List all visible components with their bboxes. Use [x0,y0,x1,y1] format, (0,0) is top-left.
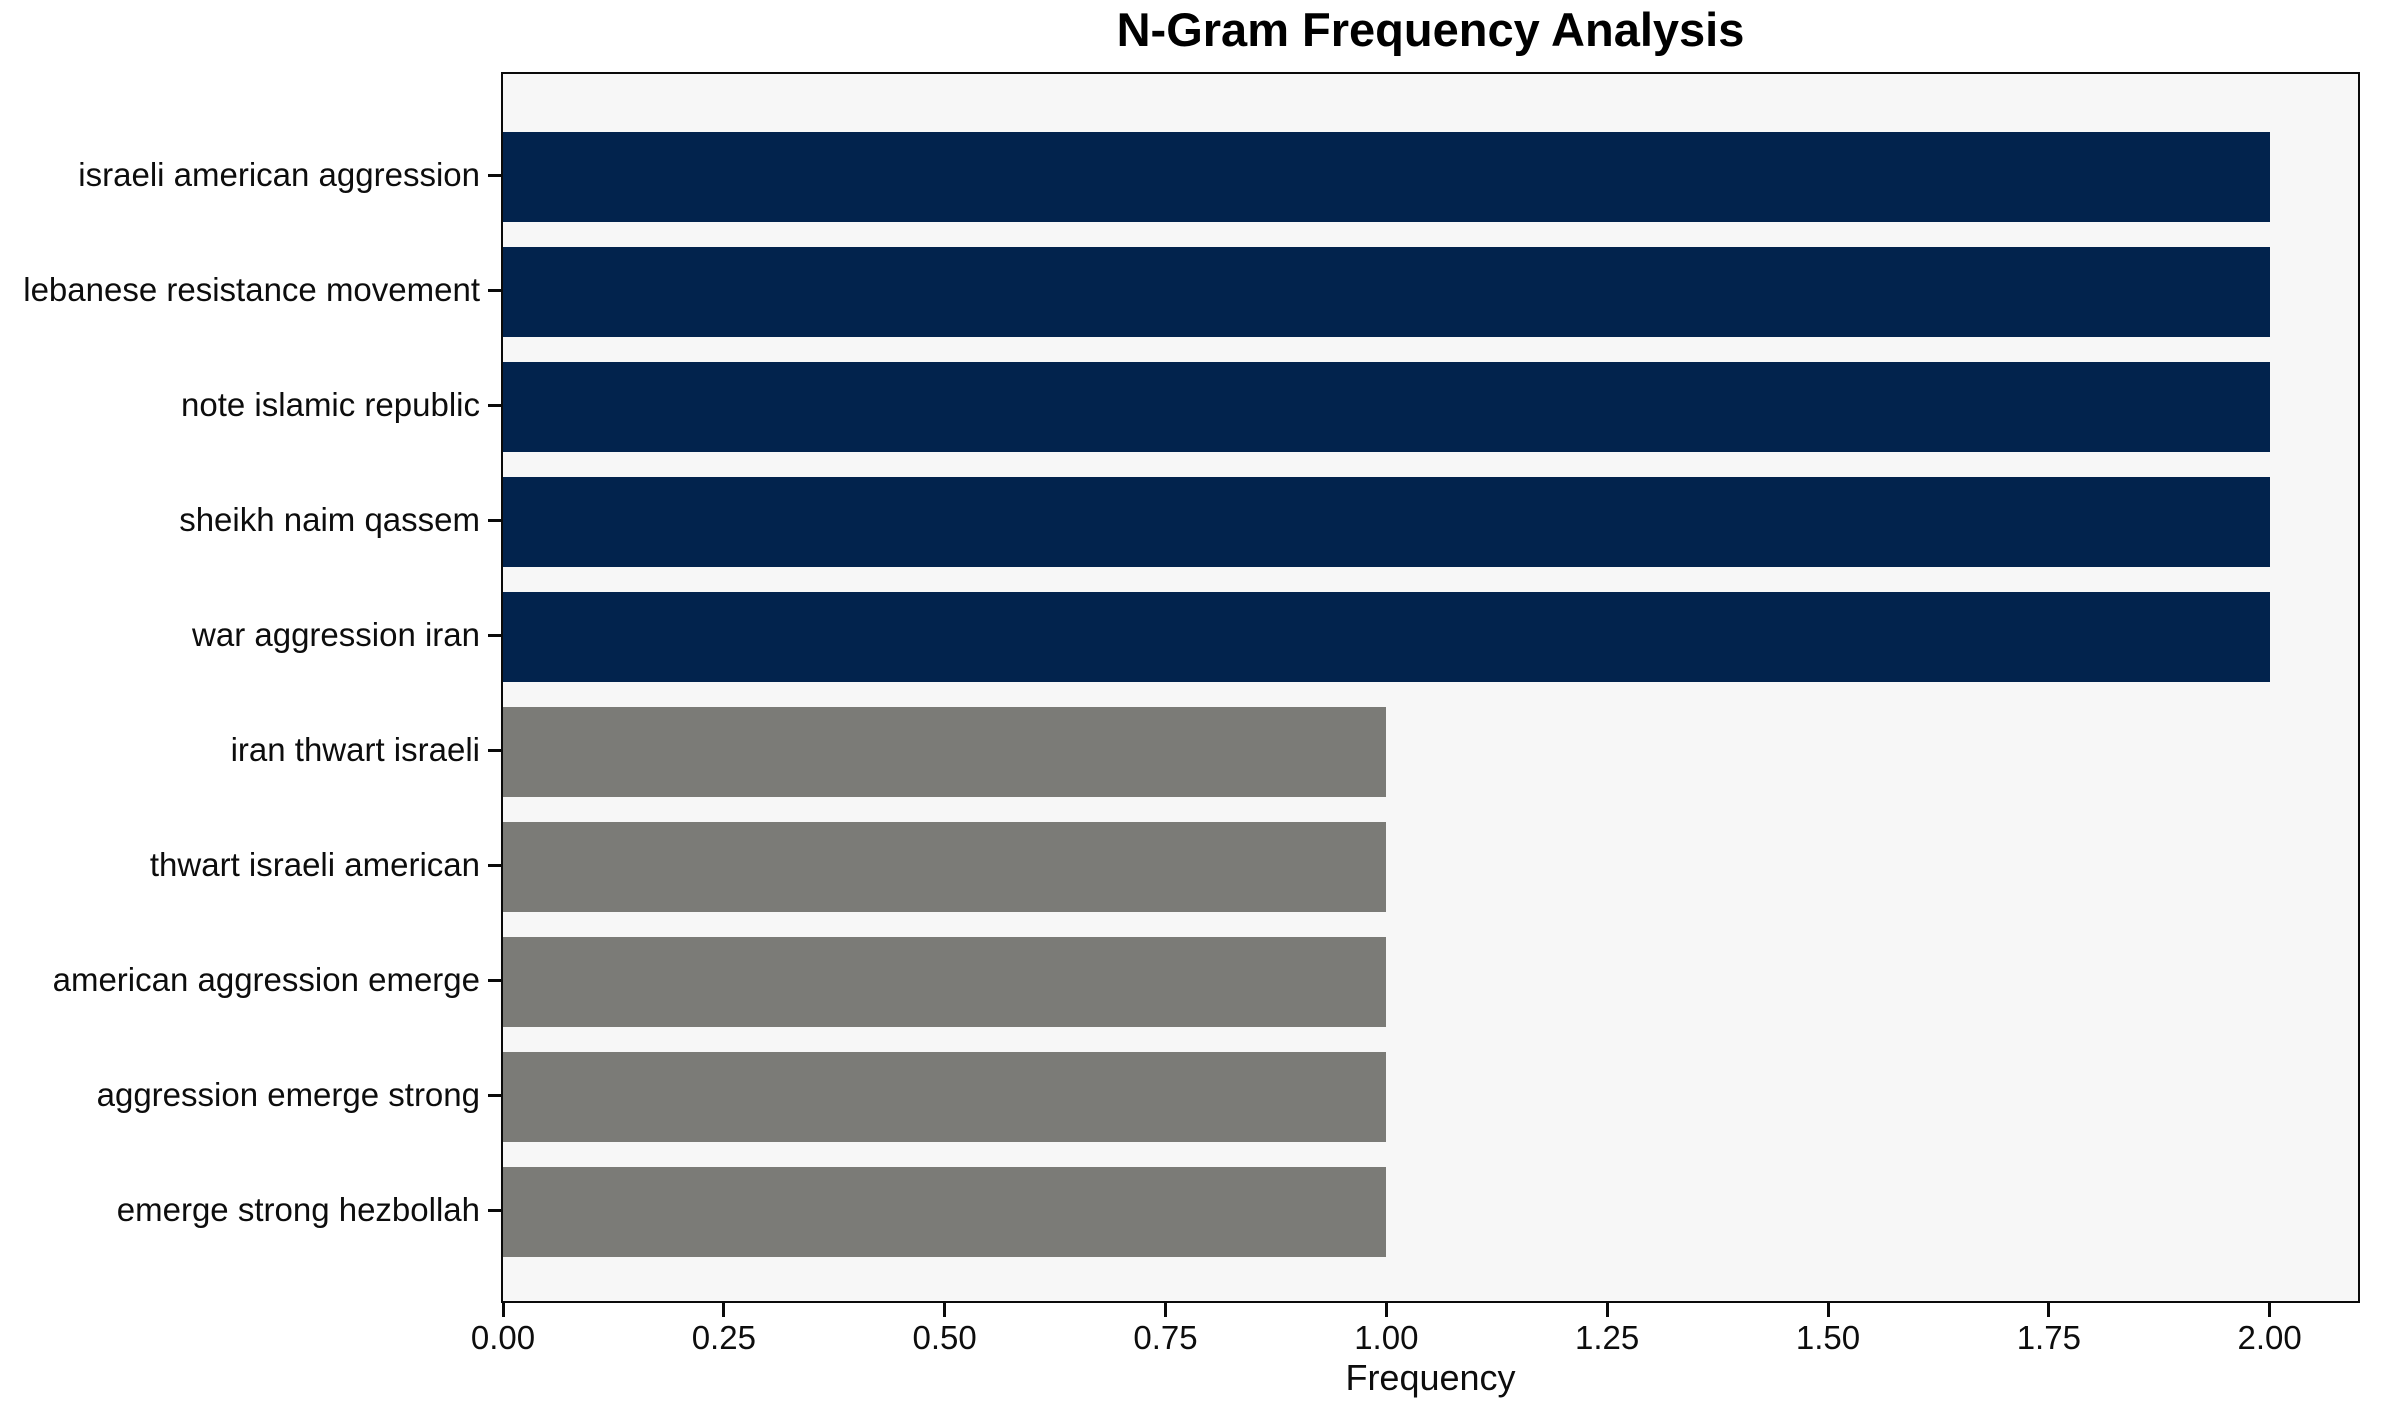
frequency-bar [503,592,2270,682]
frequency-bar [503,822,1387,912]
x-tick-label: 1.50 [1795,1319,1861,1356]
x-tick-mark [1605,1303,1609,1317]
frequency-bar [503,1052,1387,1142]
y-tick-label: thwart israeli american [149,846,480,883]
x-tick-label: 0.25 [691,1319,756,1356]
x-tick-label: 0.00 [470,1319,536,1356]
x-tick-mark [1384,1303,1388,1317]
x-tick-mark [2268,1303,2272,1317]
x-tick-label: 1.25 [1575,1319,1640,1356]
x-tick-label: 1.75 [2016,1319,2081,1356]
y-tick-mark [488,748,501,752]
y-tick-label: iran thwart israeli [230,731,480,768]
y-tick-mark [488,1208,501,1212]
y-tick-mark [488,518,501,522]
frequency-bar [503,1167,1387,1257]
frequency-bar [503,247,2270,337]
y-tick-mark [488,1093,501,1097]
frequency-bar [503,937,1387,1027]
frequency-bar [503,362,2270,452]
y-tick-mark [488,288,501,292]
y-tick-mark [488,403,501,407]
x-tick-mark [1164,1303,1167,1317]
x-tick-mark [943,1303,947,1317]
x-tick-mark [501,1303,505,1317]
y-tick-label: war aggression iran [192,616,480,653]
x-axis-title: Frequency [1345,1357,1516,1398]
y-tick-mark [488,173,501,177]
x-tick-mark [1826,1303,1830,1317]
x-tick-mark [2047,1303,2051,1317]
y-tick-label: sheikh naim qassem [179,501,480,538]
y-tick-label: aggression emerge strong [96,1076,480,1113]
x-tick-label: 1.00 [1354,1319,1419,1356]
frequency-bar [503,707,1387,797]
y-tick-label: lebanese resistance movement [23,271,480,308]
x-tick-label: 2.00 [2237,1319,2302,1356]
y-tick-label: emerge strong hezbollah [116,1191,480,1228]
y-tick-mark [488,978,501,982]
x-tick-label: 0.50 [912,1319,977,1356]
y-tick-label: israeli american aggression [78,156,480,193]
plot-area [501,72,2360,1303]
frequency-bar [503,132,2270,222]
x-tick-mark [722,1303,726,1317]
chart-title: N-Gram Frequency Analysis [1116,3,1745,56]
y-tick-mark [488,633,501,637]
y-tick-mark [488,863,501,867]
y-tick-label: note islamic republic [181,386,480,423]
frequency-bar [503,477,2270,567]
x-tick-label: 0.75 [1133,1319,1198,1356]
y-tick-label: american aggression emerge [52,961,480,998]
